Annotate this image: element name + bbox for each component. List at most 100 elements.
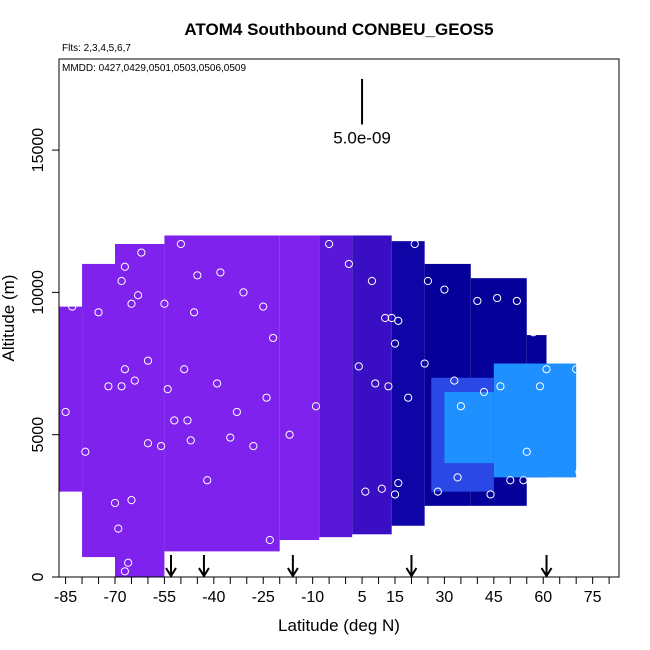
- concentration-field: [59, 235, 577, 577]
- x-tick-label: -40: [202, 589, 225, 606]
- sample-point: [163, 385, 172, 394]
- sample-point: [104, 382, 113, 391]
- field-cell: [115, 244, 165, 577]
- sample-point: [127, 496, 136, 505]
- sample-point: [127, 299, 136, 308]
- sample-point: [143, 439, 153, 448]
- field-cell: [279, 235, 320, 540]
- x-tick-label: -10: [301, 589, 324, 606]
- sample-point: [239, 288, 248, 297]
- sample-point: [456, 402, 465, 411]
- sample-point: [522, 447, 531, 456]
- sample-point: [354, 362, 363, 371]
- sample-point: [124, 558, 133, 567]
- x-tick-label: -85: [54, 589, 77, 606]
- sample-point: [180, 365, 189, 374]
- chart-title: ATOM4 Southbound CONBEU_GEOS5: [184, 20, 493, 39]
- sample-point: [183, 416, 192, 425]
- y-tick-label: 15000: [30, 128, 47, 173]
- profile-arrow: [405, 555, 418, 578]
- sample-point: [137, 248, 146, 257]
- sample-point: [94, 308, 103, 317]
- flights-note: Flts: 2,3,4,5,6,7: [62, 43, 131, 54]
- sample-point: [529, 328, 538, 337]
- sample-point: [384, 382, 393, 391]
- sample-point: [216, 268, 225, 277]
- sample-point: [259, 302, 268, 311]
- field-cell: [82, 263, 115, 558]
- sample-point: [575, 467, 584, 476]
- sample-point: [189, 308, 199, 317]
- sample-point: [186, 436, 195, 445]
- sample-point: [193, 271, 202, 280]
- profile-arrow: [198, 555, 210, 578]
- y-axis: 0 5000 10000 15000: [30, 128, 59, 581]
- x-tick-label: 45: [485, 589, 503, 606]
- sample-point: [433, 487, 442, 496]
- profile-arrow: [165, 555, 177, 578]
- sample-point: [311, 402, 321, 411]
- sample-point: [114, 524, 123, 533]
- x-tick-label: 75: [584, 589, 602, 606]
- x-tick-label: 15: [386, 589, 404, 606]
- sample-point: [157, 441, 166, 451]
- sample-point: [133, 291, 143, 300]
- sample-point: [226, 433, 235, 442]
- sample-point: [390, 339, 400, 348]
- sample-point: [404, 393, 413, 402]
- x-tick-label: 30: [436, 589, 454, 606]
- sample-point: [542, 365, 551, 374]
- x-tick-label: -70: [103, 589, 126, 606]
- sample-point: [81, 447, 90, 456]
- field-cell: [444, 392, 494, 464]
- sample-point: [249, 441, 258, 451]
- sample-point: [377, 484, 386, 493]
- x-tick-label: -25: [252, 589, 275, 606]
- sample-point: [130, 376, 139, 385]
- sample-point: [473, 296, 482, 306]
- x-axis-label: Latitude (deg N): [278, 616, 400, 635]
- sample-point: [423, 276, 433, 286]
- sample-point: [213, 379, 222, 388]
- sample-point: [496, 382, 505, 391]
- sample-point: [117, 382, 126, 391]
- profile-arrow: [287, 555, 299, 578]
- sample-point: [285, 430, 294, 439]
- sample-point: [68, 302, 77, 311]
- y-tick-label: 0: [30, 572, 47, 581]
- sample-point: [493, 293, 502, 303]
- sample-point: [453, 473, 462, 482]
- sample-point: [120, 567, 129, 576]
- sample-point: [535, 382, 545, 391]
- sample-point: [344, 259, 353, 269]
- sample-point: [170, 416, 179, 425]
- x-tick-label: 60: [534, 589, 552, 606]
- sample-point: [420, 359, 429, 368]
- sample-point: [61, 407, 70, 417]
- sample-point: [479, 387, 489, 397]
- sample-point: [486, 490, 495, 499]
- sample-point: [160, 299, 169, 308]
- profile-arrow: [540, 555, 553, 578]
- sample-point: [519, 476, 528, 485]
- sample-point: [265, 535, 274, 545]
- field-cell: [391, 241, 425, 526]
- sample-point: [361, 487, 370, 496]
- sample-point: [390, 490, 400, 499]
- sample-point: [325, 239, 334, 249]
- y-tick-label: 10000: [30, 270, 47, 315]
- sample-point: [110, 498, 120, 508]
- sample-point: [117, 276, 126, 286]
- field-cell: [319, 235, 353, 538]
- field-cell: [59, 306, 83, 492]
- field-cell: [164, 235, 280, 552]
- sample-point: [381, 313, 390, 323]
- sample-point: [450, 376, 459, 385]
- sample-points: [61, 239, 584, 576]
- x-tick-label: 5: [358, 589, 367, 606]
- sample-point: [506, 476, 515, 485]
- scale-bar-label: 5.0e-09: [333, 128, 391, 147]
- sample-point: [120, 365, 129, 374]
- x-axis: -85 -70 -55 -40 -25 -10 5 15 30 45 60 75: [54, 577, 610, 606]
- y-tick-label: 5000: [30, 417, 47, 453]
